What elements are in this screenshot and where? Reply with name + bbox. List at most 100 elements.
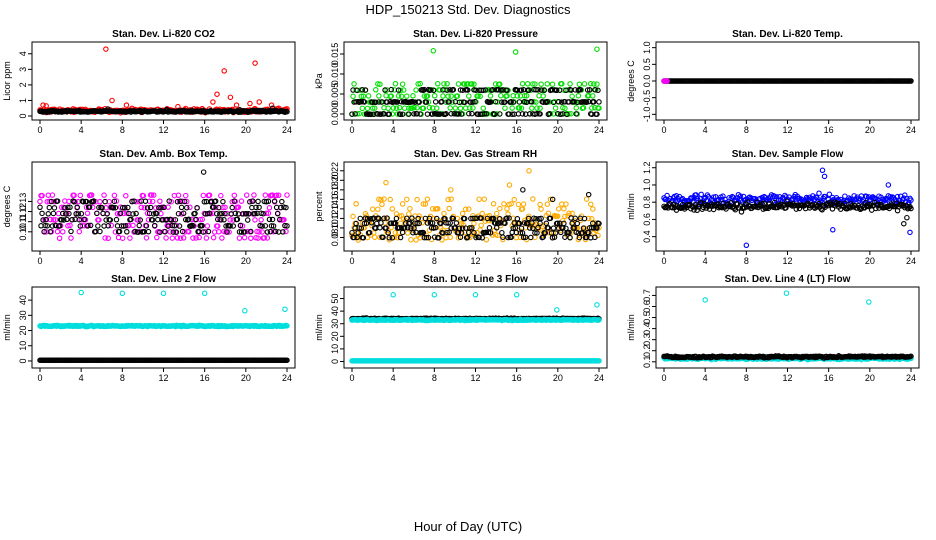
y-tick-label: 0.18 [330, 181, 340, 199]
data-point [483, 111, 490, 117]
data-point [519, 111, 526, 117]
data-point [528, 87, 534, 93]
data-point [435, 81, 441, 87]
x-tick-label: 24 [282, 125, 292, 135]
data-point [444, 229, 450, 236]
data-point [535, 224, 541, 231]
data-point [594, 46, 600, 52]
data-point [411, 225, 417, 231]
data-point [478, 215, 484, 221]
data-point [416, 99, 422, 105]
data-point [259, 229, 265, 235]
figure-title: HDP_150213 Std. Dev. Diagnostics [366, 2, 571, 17]
data-point [559, 81, 565, 87]
x-tick-label: 8 [120, 256, 125, 266]
data-point [413, 237, 419, 243]
data-point [227, 223, 233, 229]
x-tick-label: 4 [703, 125, 708, 135]
x-tick-label: 8 [120, 373, 125, 383]
data-point [422, 201, 429, 207]
data-point [51, 205, 58, 211]
chart-title: Stan. Dev. Gas Stream RH [414, 149, 537, 160]
data-point [397, 220, 404, 227]
data-point [819, 167, 826, 174]
data-point [472, 292, 479, 298]
data-point [388, 86, 395, 93]
x-tick-label: 24 [906, 373, 916, 383]
x-tick-label: 12 [158, 125, 168, 135]
data-point [584, 87, 591, 93]
data-point [576, 234, 583, 241]
data-point [537, 220, 543, 227]
data-point [414, 220, 420, 227]
x-tick-label: 4 [703, 256, 708, 266]
y-axis-label: ml/min [314, 314, 324, 341]
data-point [227, 217, 233, 223]
chart-panel: Stan. Dev. Gas Stream RH0 4 8 12 16 20 240.080… [314, 149, 608, 266]
data-point [885, 182, 892, 188]
data-point [464, 87, 471, 93]
y-axis-label: ml/min [2, 314, 12, 341]
data-point [284, 357, 290, 363]
data-point [63, 211, 69, 217]
data-point [448, 196, 454, 202]
data-point [559, 99, 565, 105]
data-point [268, 223, 275, 229]
y-tick-label: 20 [18, 326, 28, 336]
data-point [521, 93, 528, 99]
data-point [510, 99, 516, 105]
y-tick-label: 0 [330, 359, 340, 364]
data-point [466, 110, 472, 117]
data-point [519, 206, 526, 212]
data-point [186, 216, 192, 223]
x-tick-label: 4 [79, 125, 84, 135]
data-point [447, 220, 453, 226]
y-tick-label: 1.0 [642, 41, 652, 54]
data-point [258, 217, 264, 223]
data-point [550, 225, 557, 231]
data-point [364, 215, 371, 222]
data-point [467, 234, 473, 241]
data-point [97, 198, 103, 205]
x-tick-label: 16 [824, 373, 834, 383]
data-point [110, 205, 117, 211]
data-point [452, 105, 459, 111]
data-point [77, 223, 84, 229]
y-tick-label: 20 [330, 331, 340, 341]
data-point [550, 99, 557, 106]
data-point [512, 49, 519, 55]
y-tick-label: 0.20 [330, 172, 340, 190]
data-point [252, 60, 258, 66]
data-point [554, 213, 561, 219]
data-point [143, 235, 150, 241]
data-point [430, 48, 437, 54]
x-tick-label: 24 [282, 256, 292, 266]
data-point [564, 111, 570, 118]
data-point [594, 81, 600, 87]
data-point [444, 87, 450, 93]
data-point [554, 307, 560, 313]
data-point [494, 232, 501, 239]
data-point [441, 210, 447, 217]
data-point [476, 196, 482, 203]
y-tick-label: 0.8 [642, 196, 652, 209]
data-point [516, 105, 523, 111]
y-tick-label: 1.0 [642, 179, 652, 192]
data-point [222, 204, 228, 211]
data-point [248, 235, 254, 241]
data-point [284, 323, 290, 329]
data-point [201, 199, 208, 205]
data-point [105, 235, 111, 242]
data-point [212, 198, 219, 204]
data-point [408, 236, 414, 243]
data-point [231, 192, 238, 199]
y-axis-label: degrees C [626, 60, 636, 102]
data-point [436, 235, 442, 241]
data-point [576, 81, 583, 87]
data-point [49, 192, 56, 198]
data-point [241, 234, 248, 241]
data-point [236, 107, 243, 113]
data-point [49, 223, 56, 229]
data-point [65, 204, 71, 211]
data-point [440, 93, 446, 99]
